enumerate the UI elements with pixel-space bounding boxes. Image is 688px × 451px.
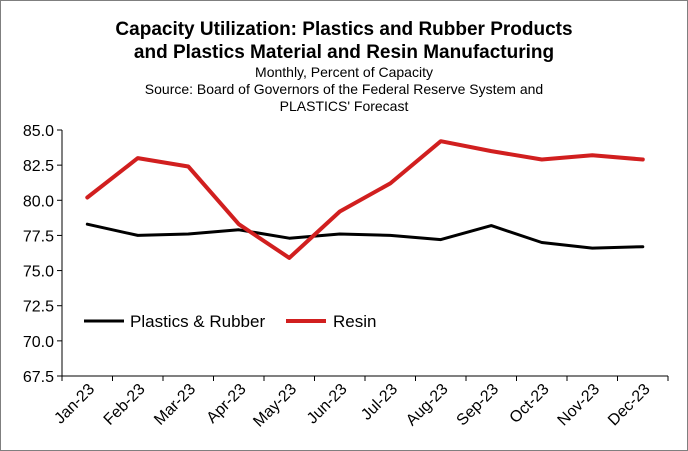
y-tick-label: 80.0 bbox=[23, 193, 54, 210]
x-tick-label: Jun-23 bbox=[304, 381, 351, 428]
series-lines bbox=[85, 139, 645, 260]
x-tick-label: Sep-23 bbox=[454, 381, 503, 430]
x-tick-label: Feb-23 bbox=[101, 381, 149, 429]
series-line-plastics-rubber bbox=[85, 222, 645, 250]
x-tick-label: Oct-23 bbox=[507, 381, 553, 427]
chart-title-line-1: Capacity Utilization: Plastics and Rubbe… bbox=[115, 19, 573, 40]
x-tick-label: Apr-23 bbox=[204, 381, 250, 427]
x-tick-label: Aug-23 bbox=[403, 381, 452, 430]
chart-title-line-2: and Plastics Material and Resin Manufact… bbox=[133, 42, 555, 63]
y-tick-label: 77.5 bbox=[23, 228, 54, 245]
y-tick-label: 67.5 bbox=[23, 369, 54, 386]
x-tick-label: Jan-23 bbox=[51, 381, 98, 428]
x-tick-label: Jul-23 bbox=[358, 381, 401, 424]
y-tick-label: 85.0 bbox=[23, 123, 54, 140]
x-tick-label: Dec-23 bbox=[605, 381, 654, 430]
legend-label: Resin bbox=[333, 312, 376, 331]
x-tick-labels: Jan-23 Feb-23 Mar-23 Apr-23 May-23 Jun-23 Jul-… bbox=[51, 381, 653, 431]
chart-subtitle-line-3: PLASTICS' Forecast bbox=[279, 98, 409, 114]
y-tick-labels: 67.5 70.0 72.5 75.0 77.5 80.0 82.5 85.0 bbox=[23, 123, 54, 386]
legend: Plastics & Rubber Resin bbox=[84, 312, 376, 331]
chart-titles: Capacity Utilization: Plastics and Rubbe… bbox=[0, 18, 688, 115]
legend-label: Plastics & Rubber bbox=[130, 312, 265, 331]
chart-axes bbox=[57, 129, 669, 381]
chart-subtitle-line-2: Source: Board of Governors of the Federa… bbox=[144, 81, 544, 97]
y-tick-label: 82.5 bbox=[23, 158, 54, 175]
series-line-resin bbox=[85, 139, 645, 260]
x-tick-label: May-23 bbox=[250, 381, 300, 431]
y-tick-label: 70.0 bbox=[23, 334, 54, 351]
x-tick-label: Mar-23 bbox=[151, 381, 199, 429]
chart-subtitle-line-1: Monthly, Percent of Capacity bbox=[255, 64, 433, 80]
x-tick-label: Nov-23 bbox=[555, 381, 604, 430]
y-tick-label: 75.0 bbox=[23, 264, 54, 281]
y-tick-label: 72.5 bbox=[23, 299, 54, 316]
